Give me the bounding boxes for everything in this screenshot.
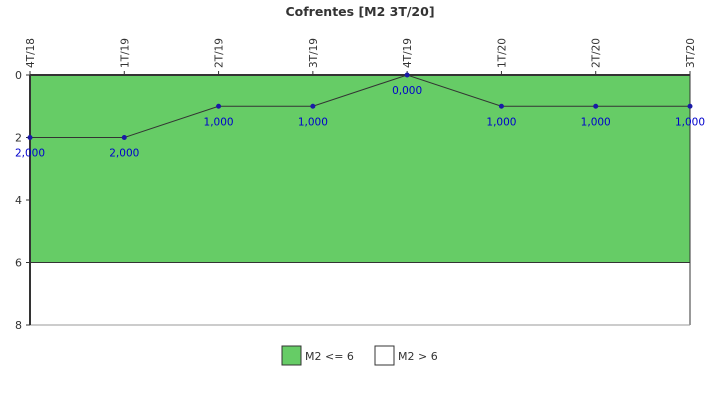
data-label: 1,000 <box>581 116 611 128</box>
x-tick-label: 1T/19 <box>119 38 131 68</box>
data-point <box>27 135 33 140</box>
axes-layer: 0 2 4 6 8 4T/18 1T/19 2T/19 3T/19 4T/19 1T/20 2T/20… <box>15 38 697 332</box>
data-point <box>310 103 316 109</box>
legend-swatch <box>281 345 302 366</box>
data-label: 1,000 <box>675 116 705 128</box>
legend: M2 <= 6 M2 > 6 <box>281 345 438 366</box>
data-label: 2,000 <box>15 148 45 160</box>
x-tick-label: 1T/20 <box>496 38 508 68</box>
data-labels-layer: 2,000 2,000 1,000 1,000 0,000 1,000 1,000 1,000 <box>15 85 705 160</box>
x-tick-label: 3T/20 <box>685 38 697 68</box>
x-tick-label: 2T/19 <box>214 38 226 68</box>
series-line <box>30 74 690 138</box>
band-1 <box>30 262 690 325</box>
band-0 <box>30 75 690 263</box>
legend-label: M2 > 6 <box>398 350 438 363</box>
chart-title: Cofrentes [M2 3T/20] <box>285 4 434 19</box>
legend-swatch <box>374 345 395 366</box>
band-layer <box>30 75 690 325</box>
x-tick-label: 2T/20 <box>591 38 603 68</box>
legend-label: M2 <= 6 <box>305 350 354 363</box>
x-tick-label: 3T/19 <box>308 38 320 68</box>
series-layer <box>27 72 693 140</box>
data-label: 1,000 <box>204 116 234 128</box>
x-tick-label: 4T/18 <box>25 38 37 68</box>
data-point <box>121 135 127 140</box>
data-label: 1,000 <box>298 116 328 128</box>
y-tick-label: 6 <box>15 257 22 270</box>
y-tick-label: 0 <box>15 69 22 82</box>
y-tick-label: 2 <box>15 132 22 145</box>
data-label: 2,000 <box>109 148 139 160</box>
data-label: 1,000 <box>486 116 516 128</box>
data-point <box>216 103 222 109</box>
x-tick-label: 4T/19 <box>402 38 414 68</box>
data-point <box>498 103 504 109</box>
data-label: 0,000 <box>392 85 422 97</box>
data-point <box>687 103 693 109</box>
data-point <box>404 72 410 78</box>
y-tick-label: 8 <box>15 319 22 332</box>
y-tick-label: 4 <box>15 194 22 207</box>
data-point <box>593 103 599 109</box>
